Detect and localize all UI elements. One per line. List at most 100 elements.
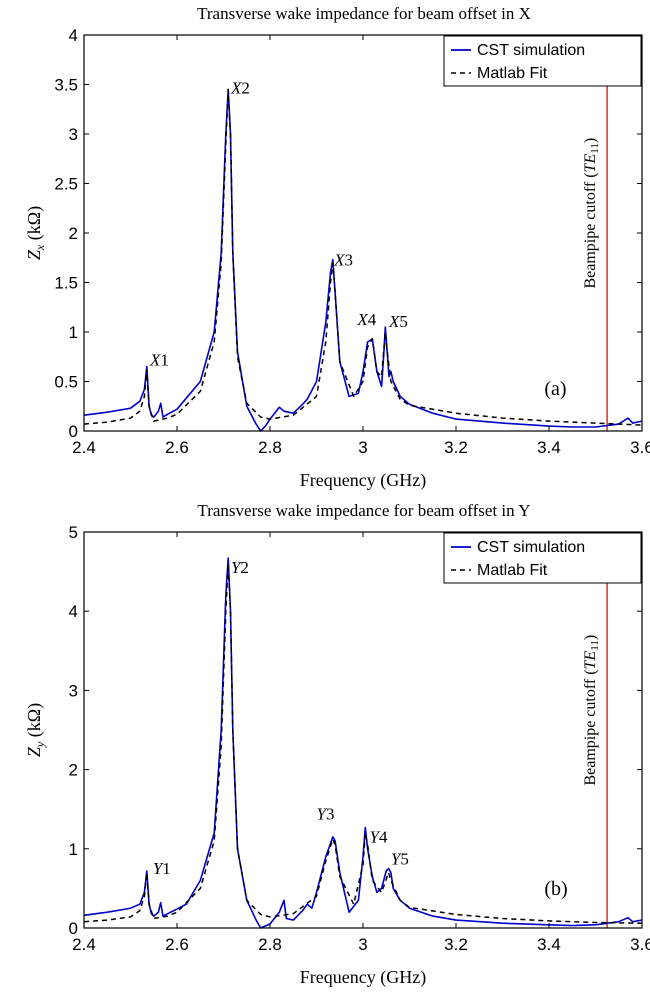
peak-annotation-letter: Y: [370, 827, 381, 846]
peak-annotation: X2: [230, 78, 250, 97]
peak-annotation-number: 1: [162, 859, 171, 878]
chart-panel-b: Transverse wake impedance for beam offse…: [24, 501, 650, 988]
panel-label: (b): [544, 878, 567, 900]
y-tick-label: 5: [69, 523, 78, 542]
x-tick-label: 3: [358, 438, 367, 457]
peak-annotation-letter: X: [333, 251, 345, 270]
peak-annotation-number: 5: [400, 850, 409, 869]
peak-annotation-number: 2: [241, 78, 250, 97]
series-line-fit: [83, 562, 643, 924]
peak-annotation-letter: Y: [231, 558, 242, 577]
y-axis-label-sub: x: [33, 244, 47, 251]
peak-annotation: X3: [333, 251, 353, 270]
legend: CST simulation Matlab Fit: [443, 532, 642, 584]
peak-annotation-letter: Y: [317, 804, 328, 823]
peak-annotation-number: 3: [326, 804, 335, 823]
y-axis-label-main: Z: [24, 249, 44, 260]
y-tick-label: 2.5: [54, 175, 78, 194]
y-tick-label: 0: [69, 919, 78, 938]
peak-annotation-letter: X: [149, 351, 161, 370]
x-tick-label: 3.2: [444, 935, 468, 954]
cutoff-label-sym: TE: [582, 651, 599, 670]
peak-annotation: X1: [149, 351, 169, 370]
legend-label-cst: CST simulation: [477, 539, 585, 556]
y-tick-label: 1: [69, 323, 78, 342]
legend-box: [443, 532, 642, 584]
cutoff-label-sub: 11: [589, 640, 601, 651]
peak-annotation: Y5: [391, 850, 409, 869]
x-tick-label: 2.4: [72, 935, 96, 954]
y-axis-label-unit: (kΩ): [24, 206, 45, 245]
peak-annotation: Y1: [153, 859, 171, 878]
cutoff-label: Beampipe cutoff (TE11): [582, 635, 601, 786]
chart-title: Transverse wake impedance for beam offse…: [197, 501, 530, 520]
y-axis-label-sub: y: [33, 741, 47, 748]
peak-annotation-number: 2: [240, 558, 249, 577]
peak-annotation: Y3: [317, 804, 335, 823]
cutoff-label-main: Beampipe cutoff (: [582, 172, 599, 288]
legend-box: [443, 35, 642, 87]
cutoff-label-end: ): [582, 138, 599, 143]
axis-ticks: 2.4 2.6 2.8 3 3.2 3.4 3.6 0 0.5 1 1.5 2 2.5 3 3.5 4: [54, 26, 650, 457]
legend-label-fit: Matlab Fit: [477, 562, 548, 579]
y-tick-label: 3: [69, 125, 78, 144]
y-axis-label-main: Z: [24, 746, 44, 757]
y-tick-label: 0.5: [54, 373, 78, 392]
y-tick-label: 4: [69, 26, 78, 45]
legend: CST simulation Matlab Fit: [443, 35, 642, 87]
peak-annotation-number: 4: [379, 827, 388, 846]
y-tick-label: 1.5: [54, 274, 78, 293]
peak-annotation-letter: X: [388, 312, 400, 331]
y-tick-label: 3.5: [54, 76, 78, 95]
y-tick-label: 3: [69, 681, 78, 700]
cutoff-label-sub: 11: [589, 143, 601, 154]
series-line-cst: [83, 88, 643, 432]
y-tick-label: 2: [69, 224, 78, 243]
y-axis-label: Zy (kΩ): [24, 703, 47, 757]
cutoff-label-main: Beampipe cutoff (: [582, 669, 599, 785]
x-tick-label: 2.6: [165, 935, 189, 954]
peak-annotation: X4: [356, 310, 376, 329]
x-axis-label: Frequency (GHz): [300, 470, 426, 491]
peak-annotation: X5: [388, 312, 408, 331]
peak-annotation-letter: X: [230, 78, 242, 97]
y-axis-label: Zx (kΩ): [24, 206, 47, 260]
x-tick-label: 2.8: [258, 438, 282, 457]
x-tick-label: 3.6: [630, 935, 650, 954]
chart-panel-a: Transverse wake impedance for beam offse…: [24, 4, 650, 491]
y-tick-label: 2: [69, 761, 78, 780]
peak-annotation: Y2: [231, 558, 249, 577]
x-tick-label: 2.6: [165, 438, 189, 457]
legend-label-cst: CST simulation: [477, 42, 585, 59]
x-axis-label: Frequency (GHz): [300, 967, 426, 988]
x-tick-label: 3: [358, 935, 367, 954]
peak-annotation: Y4: [370, 827, 388, 846]
y-tick-label: 1: [69, 840, 78, 859]
y-tick-label: 4: [69, 602, 78, 621]
peak-annotation-number: 4: [368, 310, 377, 329]
peak-annotation-number: 1: [160, 351, 169, 370]
cutoff-label: Beampipe cutoff (TE11): [582, 138, 601, 289]
x-tick-label: 3.2: [444, 438, 468, 457]
x-tick-label: 2.4: [72, 438, 96, 457]
peak-annotation-letter: X: [356, 310, 368, 329]
x-tick-label: 3.6: [630, 438, 650, 457]
peak-annotation-letter: Y: [153, 859, 164, 878]
y-axis-label-unit: (kΩ): [24, 703, 45, 742]
y-tick-label: 0: [69, 422, 78, 441]
chart-title: Transverse wake impedance for beam offse…: [197, 4, 531, 23]
peak-annotation-number: 3: [345, 251, 354, 270]
peak-annotation-number: 5: [399, 312, 408, 331]
x-tick-label: 3.4: [537, 935, 561, 954]
x-tick-label: 2.8: [258, 935, 282, 954]
panel-label: (a): [544, 378, 566, 400]
cutoff-label-sym: TE: [582, 154, 599, 173]
cutoff-label-end: ): [582, 635, 599, 640]
legend-label-fit: Matlab Fit: [477, 65, 548, 82]
x-tick-label: 3.4: [537, 438, 561, 457]
peak-annotation-letter: Y: [391, 850, 402, 869]
